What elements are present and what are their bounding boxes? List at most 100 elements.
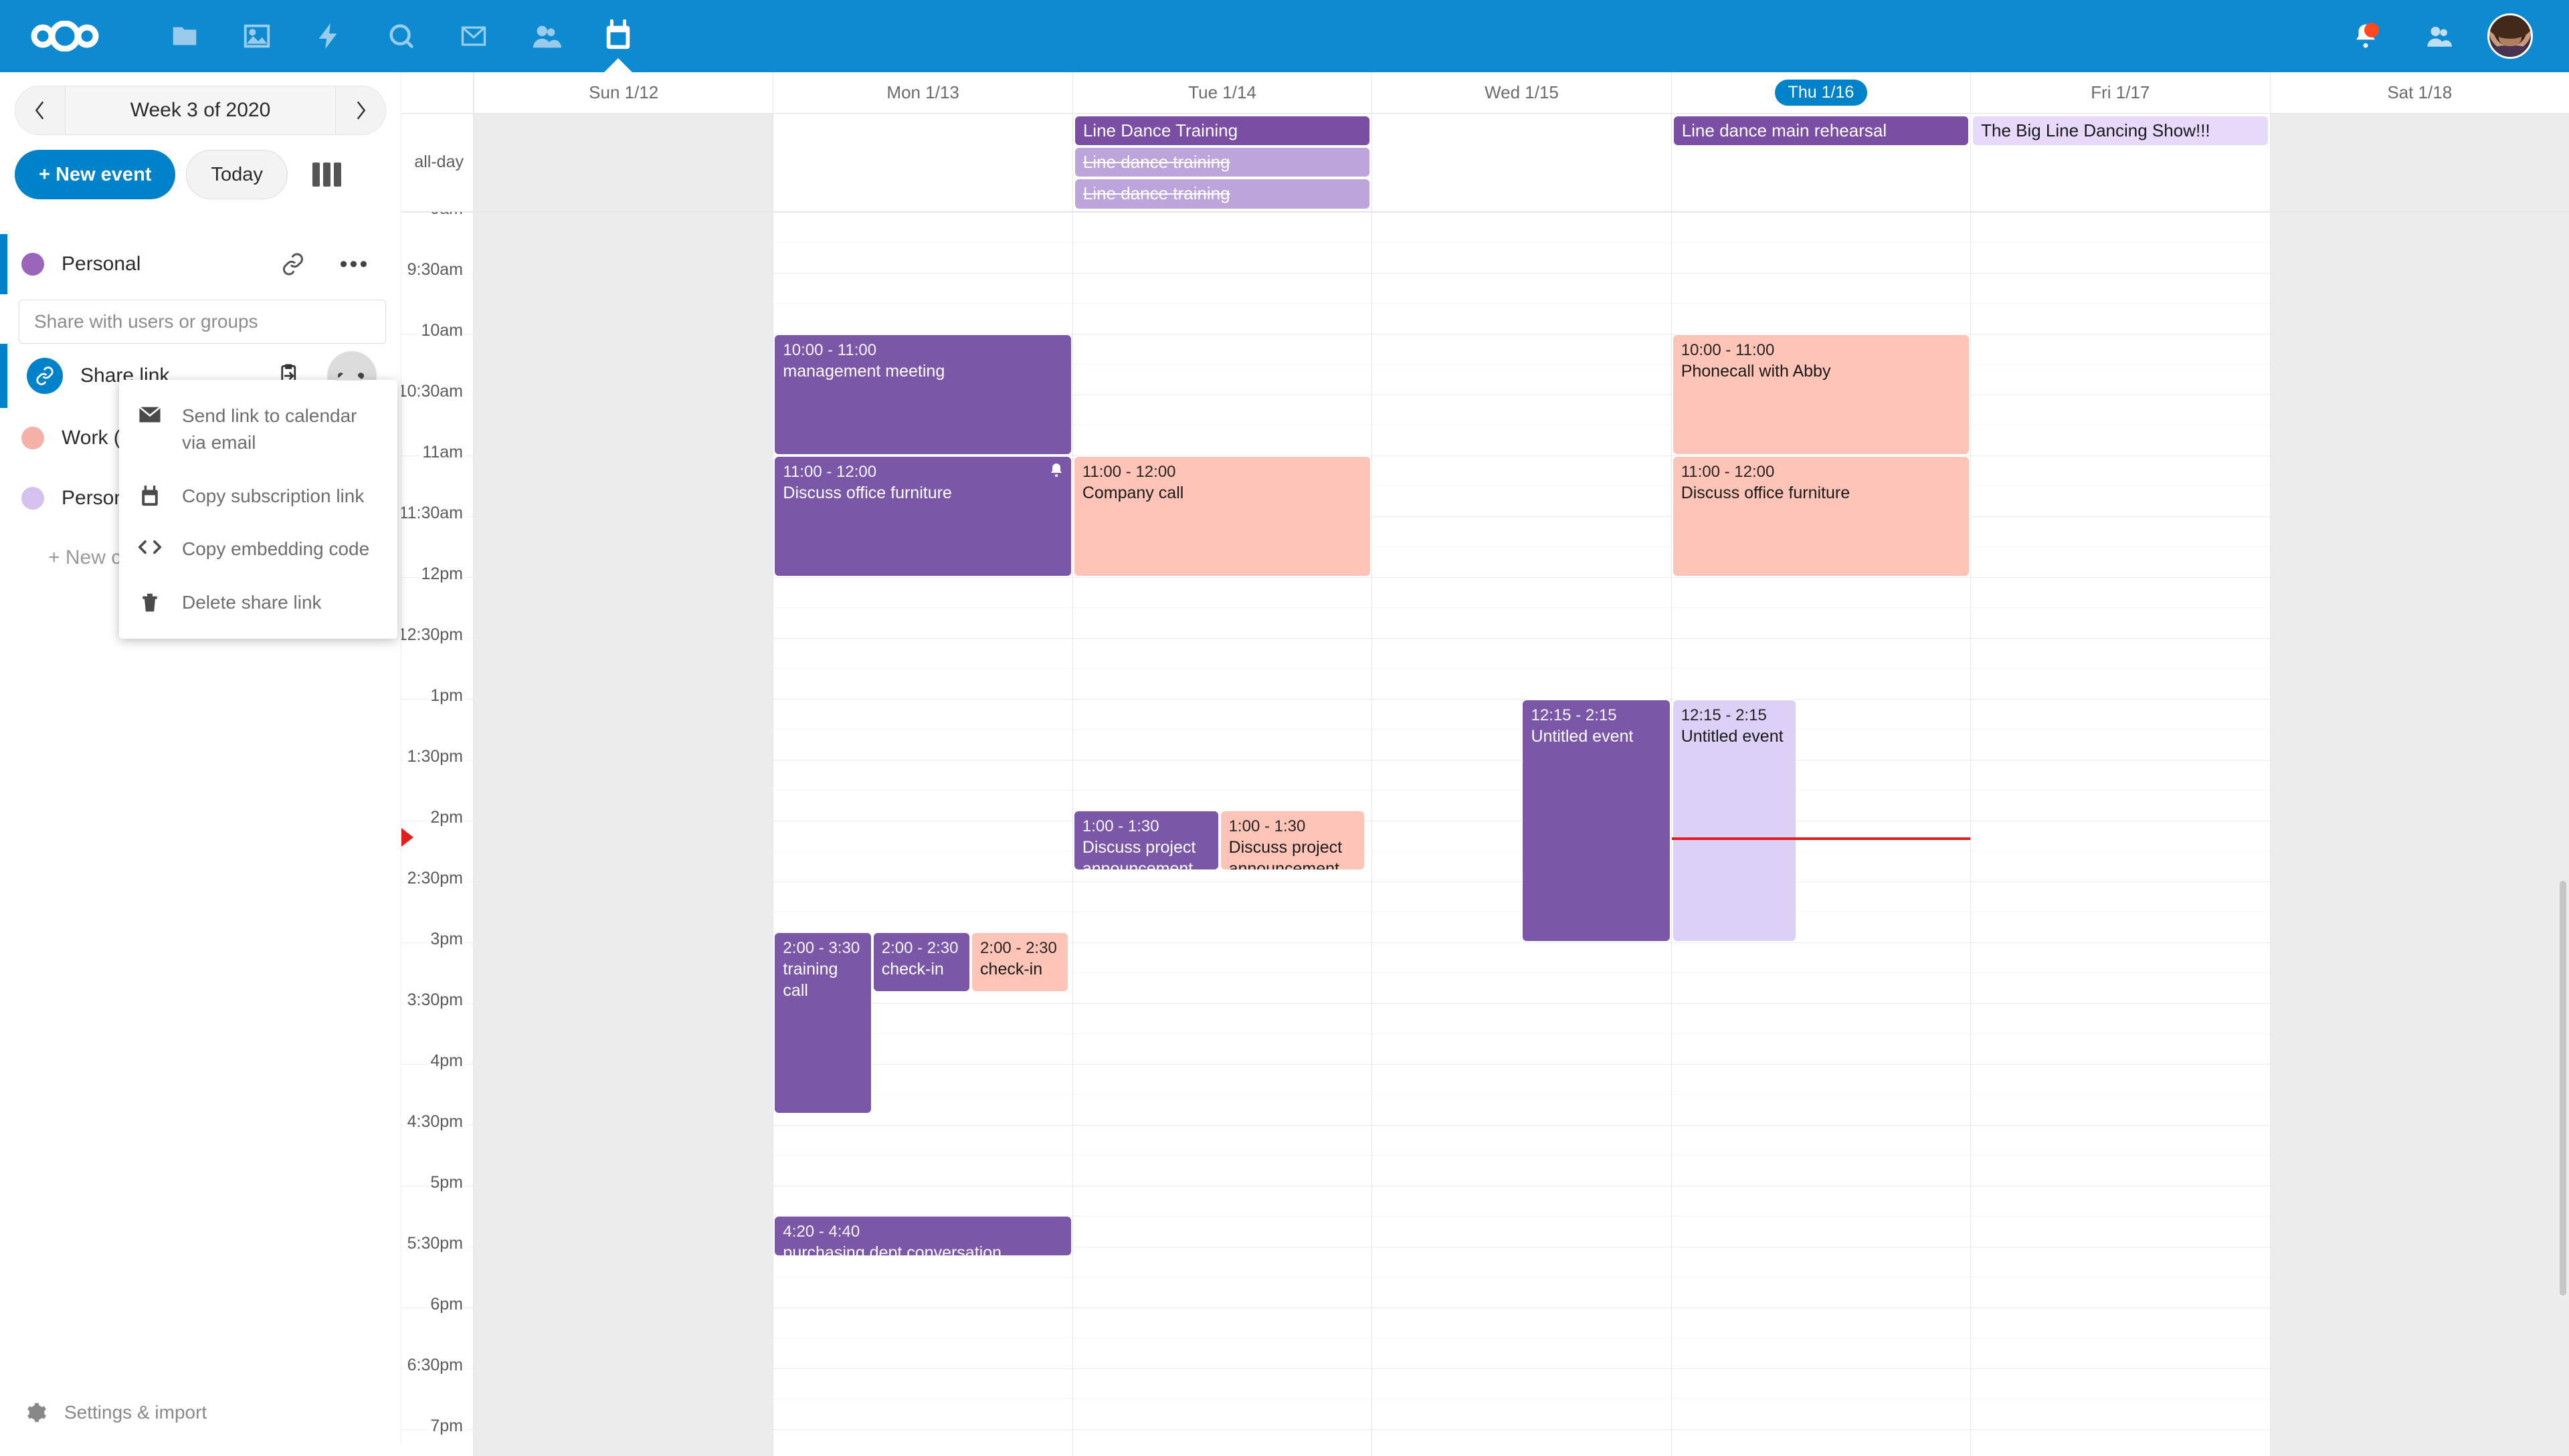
event-title: Untitled event	[1681, 727, 1784, 746]
header-gutter	[401, 72, 474, 113]
time-slot: 3pm	[401, 929, 473, 1003]
grid-line	[1971, 242, 2270, 243]
all-day-col-sat[interactable]	[2269, 114, 2569, 211]
day-column-sat[interactable]	[2269, 211, 2569, 1456]
grid-line	[2270, 1063, 2569, 1065]
all-day-col-fri[interactable]: The Big Line Dancing Show!!!	[1970, 114, 2269, 211]
grid-line	[1671, 1368, 1971, 1369]
next-week-button[interactable]	[336, 86, 385, 134]
current-period-label[interactable]: Week 3 of 2020	[65, 86, 336, 134]
grid-line	[773, 1003, 1072, 1004]
grid-line	[1671, 1155, 1971, 1156]
time-slot: 6pm	[401, 1294, 473, 1368]
all-day-col-wed[interactable]	[1371, 114, 1671, 211]
day-column-thu[interactable]: 10:00 - 11:00 Phonecall with Abby 11:00 - …	[1671, 211, 1971, 1456]
search-icon[interactable]	[365, 0, 438, 72]
day-header-sat[interactable]: Sat 1/18	[2269, 72, 2569, 113]
all-day-col-tue[interactable]: Line Dance Training Line dance training …	[1072, 114, 1371, 211]
view-toggle-icon[interactable]	[302, 150, 352, 199]
grid-line	[1971, 607, 2270, 609]
calendar-event[interactable]: 1:00 - 1:30 Discuss project announcement	[1219, 809, 1366, 871]
calendar-event[interactable]: 11:00 - 12:00 Discuss office furniture	[773, 455, 1072, 577]
activity-icon[interactable]	[293, 0, 365, 72]
menu-item-send-link-email[interactable]: Send link to calendar via email	[119, 389, 397, 470]
calendar-event[interactable]: 10:00 - 11:00 management meeting	[773, 333, 1072, 455]
calendar-event[interactable]: 12:15 - 2:15 Untitled event	[1521, 698, 1671, 942]
day-column-wed[interactable]: 12:15 - 2:15 Untitled event	[1371, 211, 1671, 1456]
all-day-col-sun[interactable]	[474, 114, 773, 211]
mail-icon[interactable]	[438, 0, 510, 72]
all-day-col-thu[interactable]: Line dance main rehearsal	[1671, 114, 1970, 211]
grid-line	[1971, 1368, 2270, 1369]
vertical-scrollbar[interactable]	[2560, 880, 2566, 1295]
event-title: training call	[783, 960, 838, 1001]
photos-icon[interactable]	[221, 0, 293, 72]
calendar-event[interactable]: 2:00 - 2:30 check-in	[872, 931, 971, 993]
grid-line	[474, 1063, 773, 1065]
share-with-users-input[interactable]: Share with users or groups	[19, 300, 386, 344]
today-button[interactable]: Today	[186, 150, 288, 199]
day-header-thu[interactable]: Thu 1/16	[1671, 72, 1970, 113]
new-event-button[interactable]: + New event	[15, 150, 176, 199]
code-icon	[135, 536, 165, 556]
menu-item-delete-share-link[interactable]: Delete share link	[119, 576, 397, 629]
grid-line	[773, 272, 1072, 274]
share-link-icon[interactable]	[274, 245, 312, 284]
calendar-event[interactable]: 11:00 - 12:00 Discuss office furniture	[1671, 455, 1971, 577]
calendar-event[interactable]: 2:00 - 2:30 check-in	[971, 931, 1070, 993]
contacts-menu-icon[interactable]	[2402, 0, 2474, 72]
previous-week-button[interactable]	[15, 86, 65, 134]
grid-line	[1072, 881, 1372, 882]
day-header-tue[interactable]: Tue 1/14	[1072, 72, 1371, 113]
grid-line	[1671, 577, 1971, 578]
day-column-fri[interactable]	[1970, 211, 2270, 1456]
event-time: 11:00 - 12:00	[1681, 462, 1775, 481]
calendar-event[interactable]: 4:20 - 4:40 purchasing dept conversation	[773, 1215, 1072, 1257]
all-day-event[interactable]: Line dance main rehearsal	[1673, 116, 1969, 146]
grid-line	[773, 211, 1072, 213]
alarm-bell-icon	[1048, 462, 1064, 485]
calendar-event[interactable]: 1:00 - 1:30 Discuss project announcement	[1072, 809, 1220, 871]
calendar-event[interactable]: 11:00 - 12:00 Company call	[1072, 455, 1372, 577]
grid-line	[2270, 1429, 2569, 1430]
grid-line	[1671, 1429, 1971, 1430]
calendar-more-menu-icon[interactable]: •••	[339, 251, 370, 277]
grid-line	[2270, 942, 2569, 943]
grid-line	[474, 577, 773, 578]
day-column-tue[interactable]: 11:00 - 12:00 Company call 1:00 - 1:30 Disc…	[1072, 211, 1372, 1456]
calendar-event[interactable]: 2:00 - 3:30 training call	[773, 931, 872, 1114]
menu-item-copy-subscription-link[interactable]: Copy subscription link	[119, 470, 397, 523]
day-header-wed[interactable]: Wed 1/15	[1371, 72, 1671, 113]
user-avatar[interactable]	[2474, 0, 2546, 72]
notifications-bell-icon[interactable]	[2329, 0, 2402, 72]
all-day-event[interactable]: Line dance training	[1074, 148, 1370, 177]
email-icon	[135, 403, 165, 424]
event-time: 2:00 - 3:30	[783, 938, 860, 957]
all-day-event[interactable]: Line Dance Training	[1074, 116, 1370, 146]
grid-line	[1372, 668, 1671, 669]
nextcloud-logo[interactable]	[28, 15, 102, 57]
event-time: 10:00 - 11:00	[1681, 340, 1775, 359]
grid-line	[2270, 637, 2569, 639]
all-day-col-mon[interactable]	[773, 114, 1072, 211]
calendar-event[interactable]: 10:00 - 11:00 Phonecall with Abby	[1671, 333, 1971, 455]
contacts-icon[interactable]	[510, 0, 582, 72]
day-column-mon[interactable]: 10:00 - 11:00 management meeting 11:00 - 1…	[773, 211, 1072, 1456]
day-column-sun[interactable]	[474, 211, 773, 1456]
all-day-event[interactable]: Line dance training	[1074, 179, 1370, 209]
new-calendar-button[interactable]: + New c	[48, 546, 122, 568]
event-title: check-in	[881, 960, 944, 979]
grid-line	[1971, 577, 2270, 578]
calendar-icon[interactable]	[582, 0, 654, 72]
day-header-mon[interactable]: Mon 1/13	[773, 72, 1072, 113]
event-time: 1:00 - 1:30	[1228, 817, 1306, 835]
calendar-event[interactable]: 12:15 - 2:15 Untitled event	[1671, 698, 1798, 942]
settings-and-import-button[interactable]: Settings & import	[0, 1380, 401, 1445]
files-icon[interactable]	[149, 0, 221, 72]
menu-item-copy-embedding-code[interactable]: Copy embedding code	[119, 522, 397, 576]
calendar-item-personal[interactable]: Personal •••	[0, 234, 401, 294]
grid-line	[773, 607, 1072, 609]
all-day-event[interactable]: The Big Line Dancing Show!!!	[1973, 116, 2268, 146]
day-header-sun[interactable]: Sun 1/12	[474, 72, 773, 113]
day-header-fri[interactable]: Fri 1/17	[1970, 72, 2269, 113]
